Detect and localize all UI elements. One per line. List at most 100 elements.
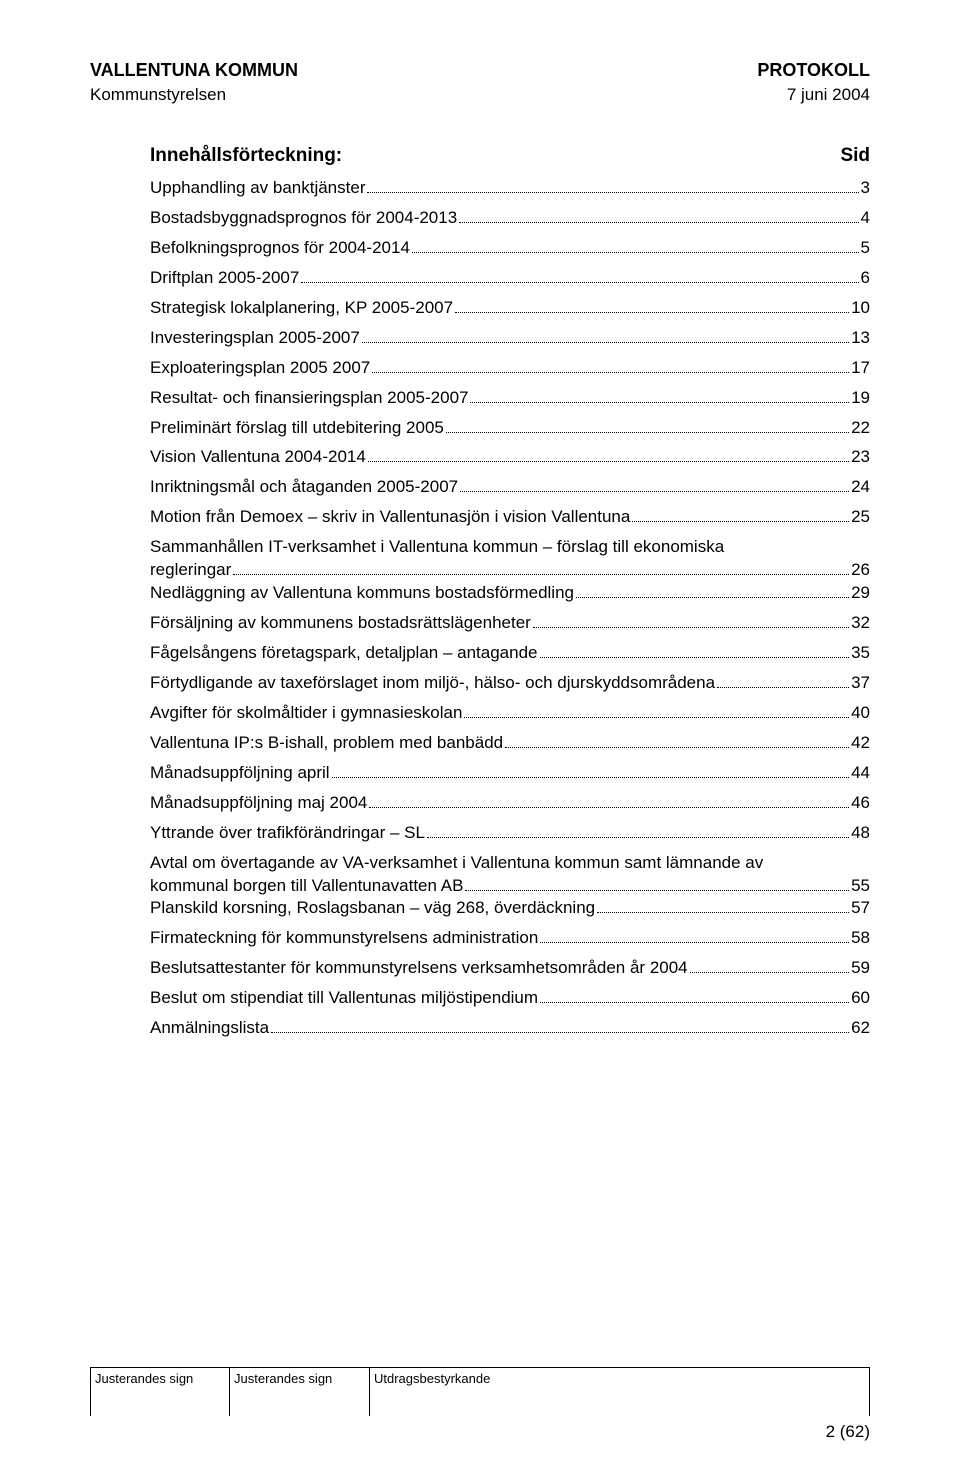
toc-entry: Förtydligande av taxeförslaget inom milj… (150, 672, 870, 695)
toc-leader-dots (362, 342, 849, 343)
toc-leader-dots (459, 222, 858, 223)
toc-entry-page: 37 (851, 672, 870, 695)
toc-leader-dots (470, 402, 849, 403)
toc-leader-dots (505, 747, 849, 748)
toc-entry: Avgifter för skolmåltider i gymnasieskol… (150, 702, 870, 725)
toc-entry-page: 19 (851, 387, 870, 410)
committee-name: Kommunstyrelsen (90, 85, 226, 105)
toc-entry-page: 17 (851, 357, 870, 380)
toc-leader-dots (540, 942, 849, 943)
doc-type: PROTOKOLL (757, 60, 870, 81)
toc-entry-page: 22 (851, 417, 870, 440)
toc-entry-page: 57 (851, 897, 870, 920)
toc-entry-text: Beslutsattestanter för kommunstyrelsens … (150, 957, 688, 980)
toc-entry-text: Motion från Demoex – skriv in Vallentuna… (150, 506, 630, 529)
toc-entry-page: 24 (851, 476, 870, 499)
toc-entry: Avtal om övertagande av VA-verksamhet i … (150, 852, 870, 898)
document-page: VALLENTUNA KOMMUN PROTOKOLL Kommunstyrel… (0, 0, 960, 1482)
footer-table: Justerandes sign Justerandes sign Utdrag… (90, 1367, 870, 1416)
toc-leader-dots (233, 574, 849, 575)
toc-entry: Beslutsattestanter för kommunstyrelsens … (150, 957, 870, 980)
toc-entry-text: Strategisk lokalplanering, KP 2005-2007 (150, 297, 453, 320)
toc-entry-page: 23 (851, 446, 870, 469)
toc-entry-text: Upphandling av banktjänster (150, 177, 365, 200)
toc-entry-page: 4 (861, 207, 870, 230)
toc-entry-page: 55 (851, 875, 870, 898)
toc-leader-dots (368, 461, 849, 462)
toc-entry-text: Anmälningslista (150, 1017, 269, 1040)
toc-entry-text: Avgifter för skolmåltider i gymnasieskol… (150, 702, 462, 725)
toc-leader-dots (540, 657, 850, 658)
toc-leader-dots (576, 597, 849, 598)
toc-leader-dots (632, 521, 849, 522)
toc-entry-page: 60 (851, 987, 870, 1010)
toc-entry-text: Exploateringsplan 2005 2007 (150, 357, 370, 380)
toc-entry-page: 58 (851, 927, 870, 950)
toc-leader-dots (540, 1002, 849, 1003)
toc-entry: Beslut om stipendiat till Vallentunas mi… (150, 987, 870, 1010)
toc-entry-page: 35 (851, 642, 870, 665)
toc-entry: Resultat- och finansieringsplan 2005-200… (150, 387, 870, 410)
toc-leader-dots (427, 837, 849, 838)
toc-entry-page: 46 (851, 792, 870, 815)
toc-title-row: Innehållsförteckning: Sid (150, 145, 870, 167)
toc-entry-text: Förtydligande av taxeförslaget inom milj… (150, 672, 715, 695)
toc-entry-text: Befolkningsprognos för 2004-2014 (150, 237, 410, 260)
toc-entry-page: 13 (851, 327, 870, 350)
toc-leader-dots (717, 687, 849, 688)
header-row: VALLENTUNA KOMMUN PROTOKOLL (90, 60, 870, 81)
toc-entry-text: Bostadsbyggnadsprognos för 2004-2013 (150, 207, 457, 230)
toc-entry: Månadsuppföljning maj 2004 46 (150, 792, 870, 815)
toc-entry-text: Nedläggning av Vallentuna kommuns bostad… (150, 582, 574, 605)
toc-entry-text: Vallentuna IP:s B-ishall, problem med ba… (150, 732, 503, 755)
toc-list: Upphandling av banktjänster3 Bostadsbyggn… (150, 177, 870, 1040)
toc-leader-dots (332, 777, 850, 778)
toc-entry-page: 26 (851, 559, 870, 582)
toc-entry: Upphandling av banktjänster3 (150, 177, 870, 200)
toc-entry: Bostadsbyggnadsprognos för 2004-2013 4 (150, 207, 870, 230)
toc-leader-dots (533, 627, 849, 628)
toc-leader-dots (412, 252, 859, 253)
toc-leader-dots (369, 807, 849, 808)
toc-leader-dots (271, 1032, 849, 1033)
toc-entry: Fågelsångens företagspark, detaljplan – … (150, 642, 870, 665)
toc-entry-page: 29 (851, 582, 870, 605)
toc-leader-dots (446, 432, 849, 433)
toc-entry-text: Planskild korsning, Roslagsbanan – väg 2… (150, 897, 595, 920)
toc-leader-dots (464, 717, 849, 718)
footer-verify: Utdragsbestyrkande (370, 1368, 870, 1416)
toc-entry-page: 25 (851, 506, 870, 529)
toc-leader-dots (372, 372, 849, 373)
toc-entry-text: Inriktningsmål och åtaganden 2005-2007 (150, 476, 458, 499)
toc-entry: Strategisk lokalplanering, KP 2005-2007 1… (150, 297, 870, 320)
toc-entry-text: Fågelsångens företagspark, detaljplan – … (150, 642, 538, 665)
toc-entry: Befolkningsprognos för 2004-20145 (150, 237, 870, 260)
toc-entry-line2: regleringar26 (150, 559, 870, 582)
toc-entry-page: 48 (851, 822, 870, 845)
footer-sign-1: Justerandes sign (90, 1368, 230, 1416)
footer-sign-2: Justerandes sign (230, 1368, 370, 1416)
toc-leader-dots (367, 192, 858, 193)
toc-entry-page: 59 (851, 957, 870, 980)
toc-entry-text: Månadsuppföljning maj 2004 (150, 792, 367, 815)
toc-entry: Försäljning av kommunens bostadsrättsläg… (150, 612, 870, 635)
toc-entry-text: Resultat- och finansieringsplan 2005-200… (150, 387, 468, 410)
toc-entry-text: Investeringsplan 2005-2007 (150, 327, 360, 350)
toc-entry: Yttrande över trafikförändringar – SL48 (150, 822, 870, 845)
toc-entry-text: Firmateckning för kommunstyrelsens admin… (150, 927, 538, 950)
toc-entry-text: kommunal borgen till Vallentunavatten AB (150, 875, 463, 898)
toc-entry: Investeringsplan 2005-2007 13 (150, 327, 870, 350)
toc-entry-page: 62 (851, 1017, 870, 1040)
toc-leader-dots (301, 282, 858, 283)
toc-entry: Inriktningsmål och åtaganden 2005-2007 24 (150, 476, 870, 499)
toc-leader-dots (460, 491, 849, 492)
toc-entry: Planskild korsning, Roslagsbanan – väg 2… (150, 897, 870, 920)
toc-entry-text: Sammanhållen IT-verksamhet i Vallentuna … (150, 536, 870, 559)
toc-entry-text: Månadsuppföljning april (150, 762, 330, 785)
toc-entry-text: Driftplan 2005-2007 (150, 267, 299, 290)
toc-entry: Vision Vallentuna 2004-201423 (150, 446, 870, 469)
toc-entry-page: 10 (851, 297, 870, 320)
toc-leader-dots (690, 972, 849, 973)
page-number: 2 (62) (90, 1422, 870, 1442)
toc-entry-page: 44 (851, 762, 870, 785)
